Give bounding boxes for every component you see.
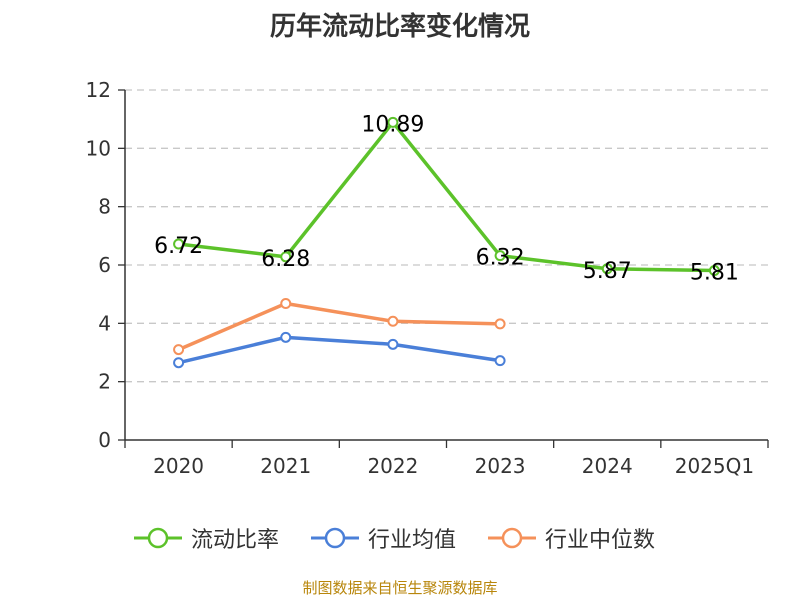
legend-item-series-1[interactable]: 行业均值 <box>310 520 456 556</box>
y-tick-label: 10 <box>86 136 111 160</box>
source-note: 制图数据来自恒生聚源数据库 <box>302 579 498 597</box>
series-line-1 <box>176 335 502 365</box>
y-tick-label: 6 <box>98 253 111 277</box>
data-point <box>387 338 399 350</box>
data-point <box>494 318 506 330</box>
data-point <box>280 251 292 263</box>
axes: 0 2 4 6 8 10 12 2020 2021 2022 2023 2024 2025Q1 <box>86 78 769 478</box>
y-tick-label: 12 <box>86 78 111 102</box>
data-point <box>173 238 185 250</box>
legend-marker-icon <box>488 527 536 549</box>
legend-item-series-0[interactable]: 流动比率 <box>133 520 279 556</box>
legend-item-series-2[interactable]: 行业中位数 <box>487 520 655 556</box>
data-point <box>494 250 506 262</box>
legend: 流动比率 行业均值 行业中位数 <box>0 520 800 556</box>
y-tick-label: 4 <box>98 311 111 335</box>
legend-label: 行业中位数 <box>545 528 656 553</box>
x-tick-label: 2023 <box>475 454 526 478</box>
data-label: 5.87 <box>583 259 632 284</box>
data-point <box>494 355 506 367</box>
data-point <box>708 265 720 277</box>
data-labels: 6.72 6.28 10.89 6.32 5.87 5.81 <box>154 112 739 285</box>
x-tick-label: 2024 <box>582 454 633 478</box>
data-point <box>601 263 613 275</box>
data-label: 6.28 <box>261 247 310 272</box>
data-label: 6.32 <box>476 246 525 271</box>
data-point <box>173 357 185 369</box>
series-group <box>173 116 720 369</box>
data-point <box>387 315 399 327</box>
x-tick-label: 2021 <box>260 454 311 478</box>
data-point <box>280 331 292 343</box>
data-point <box>173 344 185 356</box>
x-tick-label: 2025Q1 <box>675 454 754 478</box>
data-point <box>280 298 292 309</box>
line-chart: 0 2 4 6 8 10 12 2020 2021 2022 2023 2024 2025Q1 6.72… <box>86 78 769 478</box>
grid-lines <box>125 89 768 383</box>
data-label: 5.81 <box>690 261 739 286</box>
series-line-0 <box>176 120 717 273</box>
data-label: 10.89 <box>361 112 424 137</box>
x-tick-label: 2022 <box>367 454 418 478</box>
legend-label: 行业均值 <box>368 528 457 553</box>
x-tick-label: 2020 <box>153 454 204 478</box>
data-label: 6.72 <box>154 234 203 259</box>
legend-marker-icon <box>311 527 359 549</box>
legend-marker-icon <box>134 527 182 549</box>
y-tick-label: 2 <box>98 370 111 394</box>
y-tick-label: 0 <box>98 428 111 452</box>
legend-label: 流动比率 <box>191 528 280 553</box>
y-tick-label: 8 <box>98 195 111 219</box>
data-point <box>387 116 399 128</box>
series-line-2 <box>176 301 502 352</box>
chart-title: 历年流动比率变化情况 <box>269 12 530 42</box>
